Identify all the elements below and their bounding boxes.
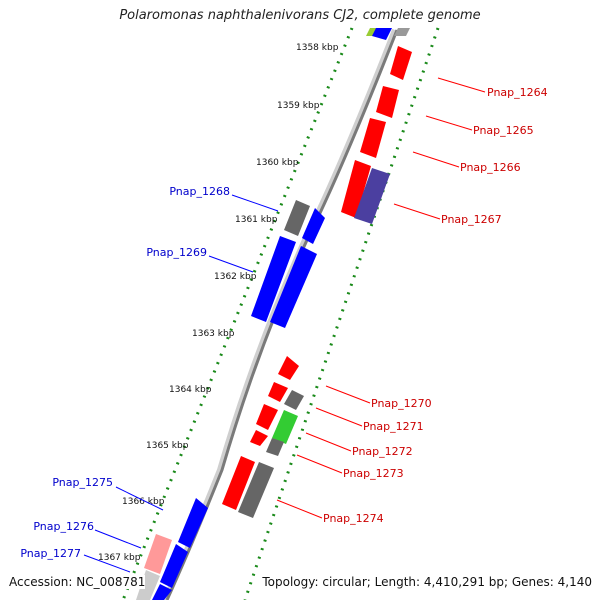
- tick-label: 1365 kbp: [146, 441, 189, 451]
- gene-pnap-1268b: [302, 208, 325, 244]
- forward-gene-labels: Pnap_1264 Pnap_1265 Pnap_1266 Pnap_1267 …: [323, 86, 548, 525]
- gene-label-pnap-1271[interactable]: Pnap_1271: [363, 420, 424, 433]
- gene-pnap-1269b: [270, 246, 317, 328]
- gene-pnap-1270: [278, 356, 299, 380]
- gene-pnap-1266: [360, 118, 386, 158]
- gene-label-pnap-1264[interactable]: Pnap_1264: [487, 86, 548, 99]
- gene-label-pnap-1269[interactable]: Pnap_1269: [146, 246, 207, 259]
- gene-pnap-1274a: [222, 456, 255, 510]
- tick-label: 1361 kbp: [235, 215, 278, 225]
- forward-label-leaders: [276, 77, 486, 519]
- gene-label-pnap-1272[interactable]: Pnap_1272: [352, 445, 413, 458]
- ruler-labels: 1358 kbp 1359 kbp 1360 kbp 1361 kbp 1362…: [98, 43, 339, 563]
- tick-label: 1360 kbp: [256, 158, 299, 168]
- inner-ruler-line: [121, 27, 354, 600]
- gene-pnap-1276: [144, 534, 172, 574]
- gene-pnap-1264: [390, 46, 412, 80]
- accession-label: Accession: NC_008781: [9, 575, 146, 589]
- gene-pnap-1271b: [256, 404, 278, 430]
- gene-pnap-1273: [266, 438, 284, 456]
- gene-pnap-1271: [284, 390, 304, 410]
- tick-label: 1366 kbp: [122, 497, 165, 507]
- tick-label: 1359 kbp: [277, 101, 320, 111]
- gene-label-pnap-1265[interactable]: Pnap_1265: [473, 124, 534, 137]
- gene-pnap-1268: [284, 200, 310, 236]
- gene-partial-blue: [372, 28, 392, 40]
- gene-pnap-1276b: [160, 544, 188, 588]
- map-title: Polaromonas naphthalenivorans CJ2, compl…: [119, 8, 481, 23]
- gene-pnap-1270b: [268, 382, 288, 402]
- gene-pnap-1267: [354, 168, 390, 224]
- gene-label-pnap-1270[interactable]: Pnap_1270: [371, 397, 432, 410]
- gene-pnap-1272b: [250, 430, 268, 446]
- gene-pnap-1269: [251, 236, 296, 322]
- tick-label: 1363 kbp: [192, 329, 235, 339]
- gene-label-pnap-1274[interactable]: Pnap_1274: [323, 512, 384, 525]
- tick-label: 1358 kbp: [296, 43, 339, 53]
- reverse-gene-labels: Pnap_1268 Pnap_1269 Pnap_1275 Pnap_1276 …: [20, 185, 230, 560]
- tick-label: 1367 kbp: [98, 553, 141, 563]
- gene-pnap-1272: [272, 410, 298, 444]
- genome-summary: Topology: circular; Length: 4,410,291 bp…: [262, 575, 592, 589]
- gene-label-pnap-1268[interactable]: Pnap_1268: [169, 185, 230, 198]
- gene-pnap-1275: [178, 498, 208, 548]
- gene-label-pnap-1276[interactable]: Pnap_1276: [33, 520, 94, 533]
- gene-label-pnap-1266[interactable]: Pnap_1266: [460, 161, 521, 174]
- gene-label-pnap-1275[interactable]: Pnap_1275: [52, 476, 113, 489]
- gene-label-pnap-1277[interactable]: Pnap_1277: [20, 547, 81, 560]
- gene-pnap-1277: [136, 570, 160, 600]
- gene-label-pnap-1267[interactable]: Pnap_1267: [441, 213, 502, 226]
- outer-ruler-line: [243, 27, 440, 600]
- gene-pnap-1277b: [152, 584, 172, 600]
- tick-label: 1362 kbp: [214, 272, 257, 282]
- gene-label-pnap-1273[interactable]: Pnap_1273: [343, 467, 404, 480]
- tick-label: 1364 kbp: [169, 385, 212, 395]
- gene-pnap-1274: [238, 462, 274, 518]
- gene-pnap-1266b: [341, 160, 371, 218]
- gene-pnap-1265: [376, 86, 399, 118]
- reverse-label-leaders: [83, 194, 279, 573]
- gene-partial-gray: [394, 28, 410, 36]
